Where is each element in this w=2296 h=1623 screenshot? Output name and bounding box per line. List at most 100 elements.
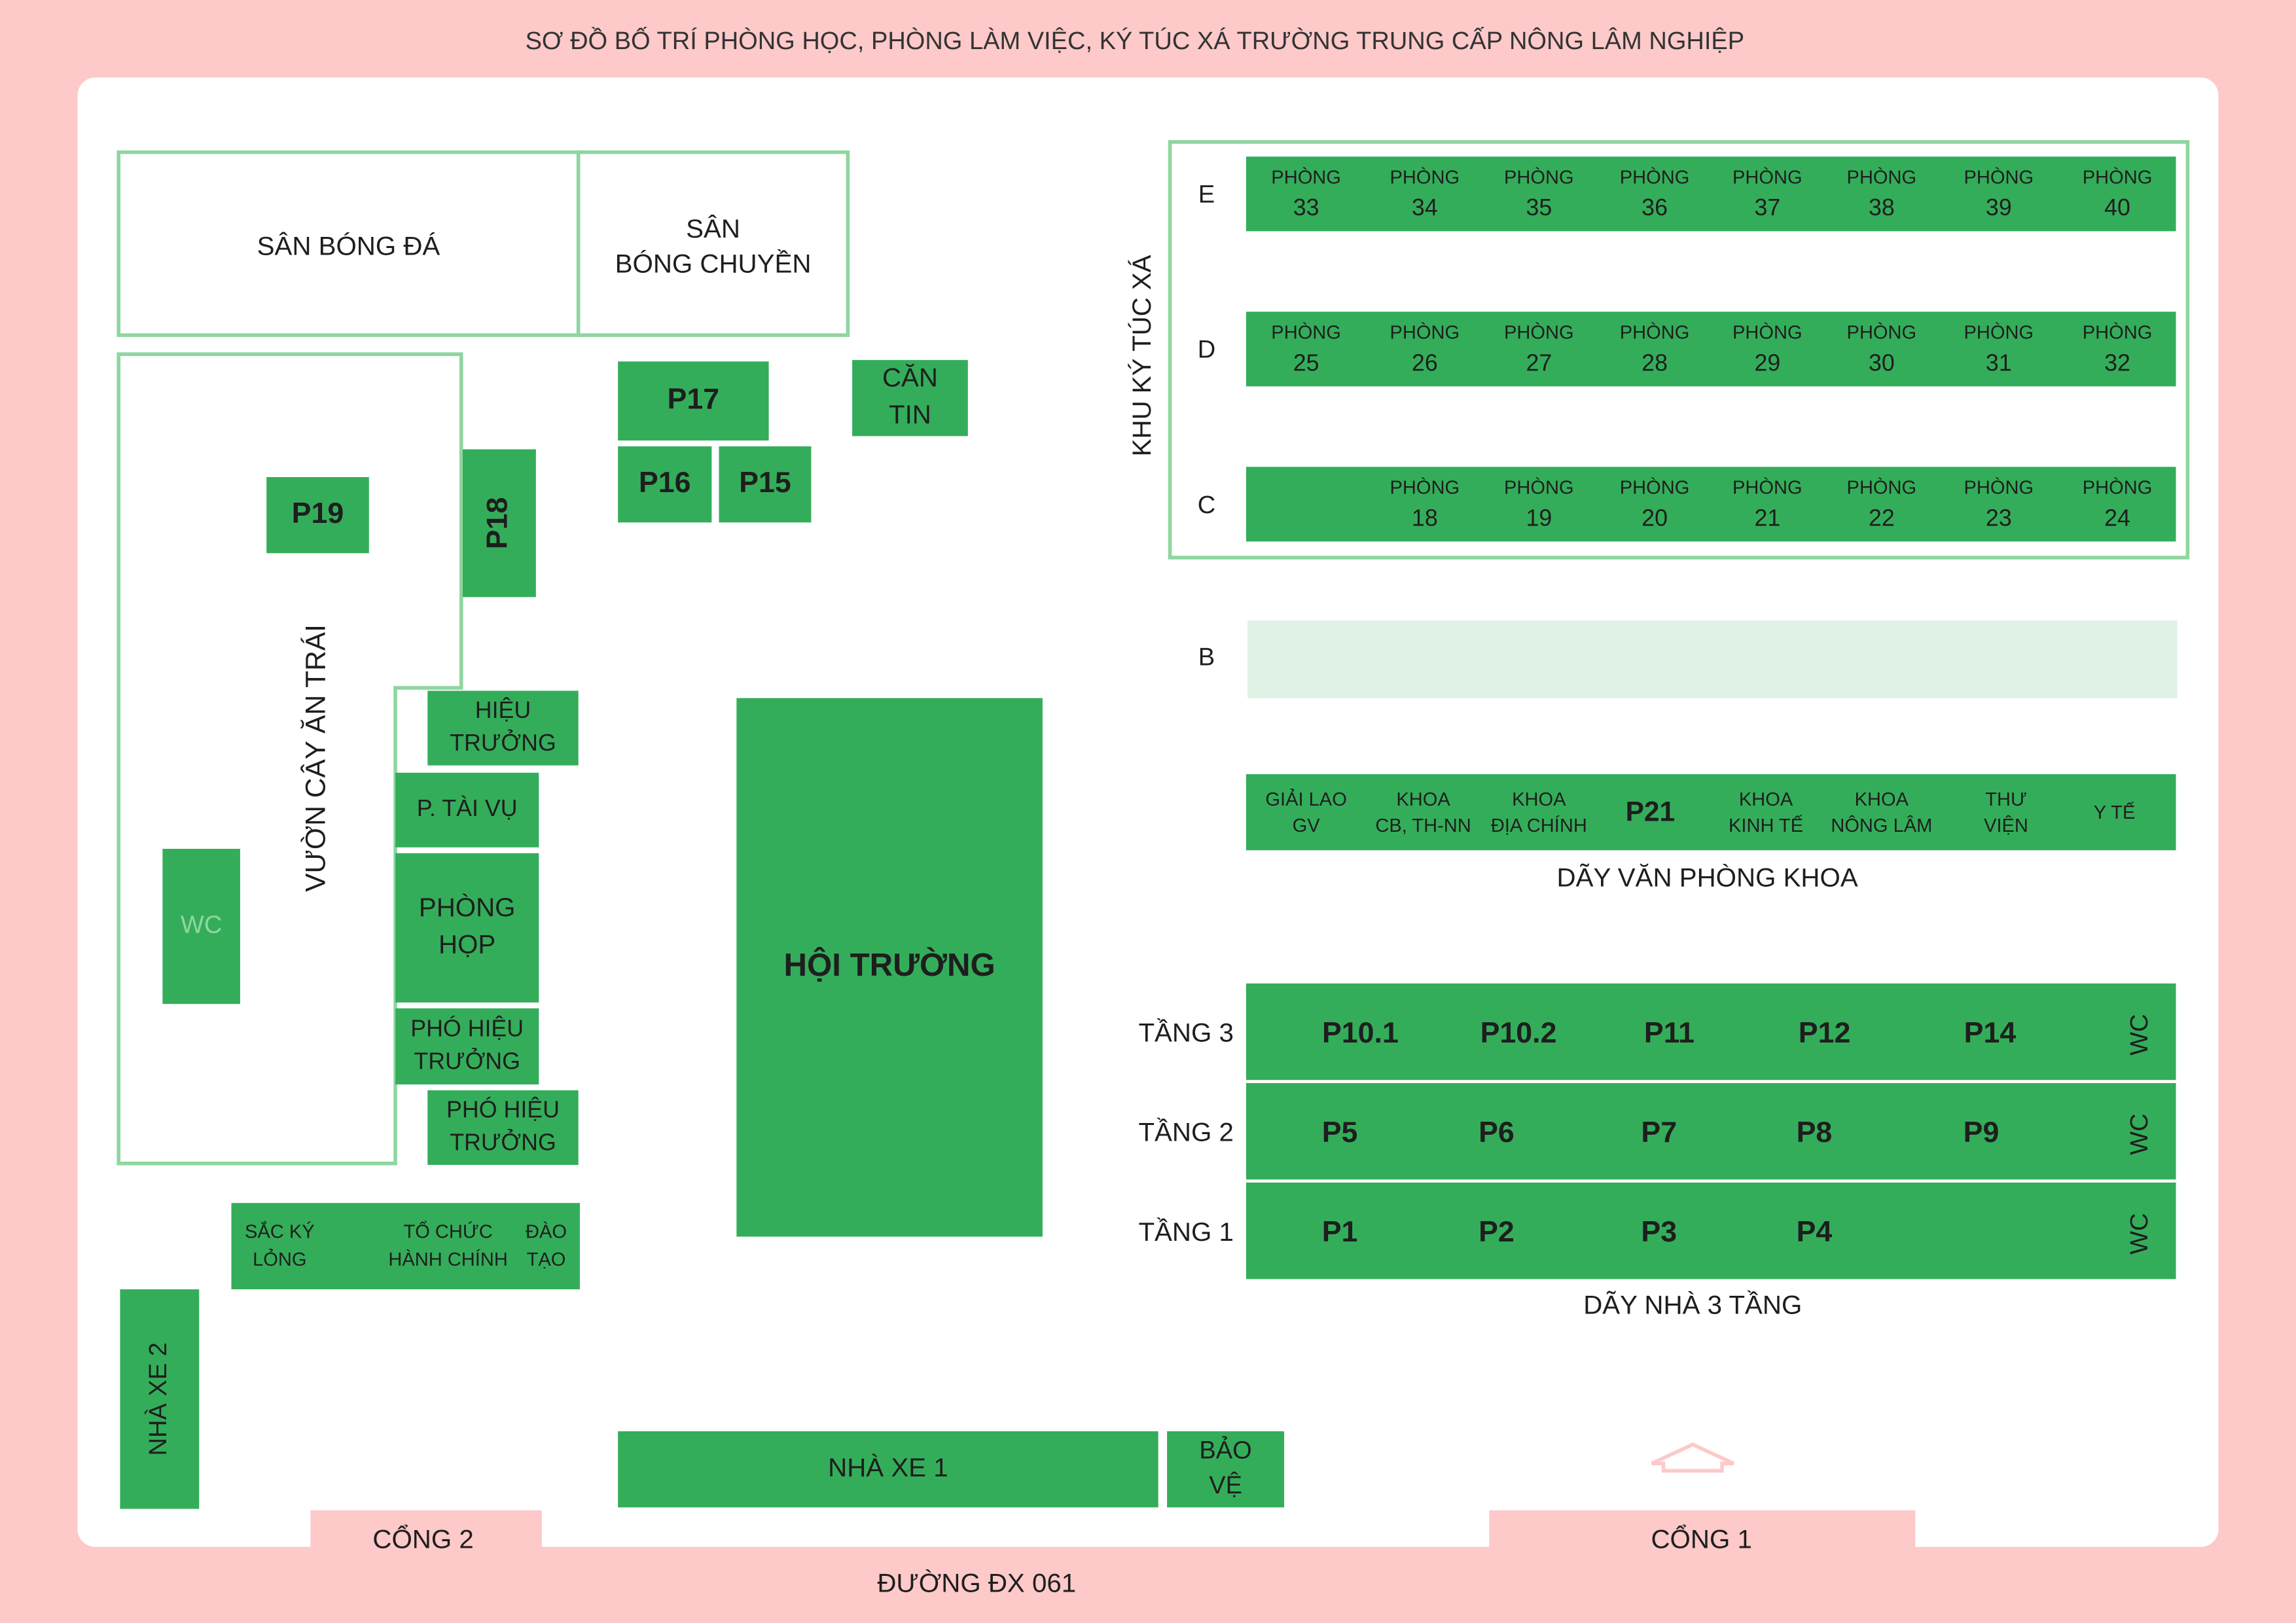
building — [618, 1431, 1158, 1508]
room-label: PHÒNG — [1390, 166, 1460, 188]
row-label: C — [1198, 491, 1215, 519]
wc-label: WC — [2126, 1113, 2153, 1154]
admin-block — [231, 1203, 580, 1290]
gate-label: CỔNG 2 — [372, 1523, 473, 1554]
label: NHÀ XE 1 — [828, 1453, 948, 1482]
row-label: E — [1198, 181, 1215, 209]
room-label: PHÒNG — [1504, 322, 1574, 344]
label: CĂN — [882, 363, 938, 393]
building — [1167, 1431, 1285, 1508]
room-label: PHÒNG — [1504, 477, 1574, 499]
label: WC — [181, 912, 222, 939]
label: P17 — [668, 383, 720, 416]
classroom: P9 — [1964, 1116, 2000, 1149]
label: BÓNG CHUYỀN — [615, 249, 812, 279]
room-label: PHÒNG — [2083, 166, 2153, 188]
room-number: 34 — [1412, 194, 1438, 221]
classroom: P2 — [1479, 1216, 1515, 1248]
map-title: SƠ ĐỒ BỐ TRÍ PHÒNG HỌC, PHÒNG LÀM VIỆC, … — [526, 26, 1745, 55]
label: TỔ CHỨC — [403, 1221, 492, 1243]
building — [736, 698, 1043, 1237]
room-label: PHÒNG — [1847, 322, 1917, 344]
dorm-row — [1246, 312, 2176, 387]
label: KHOA — [1512, 789, 1566, 810]
orchard-label: VƯỜN CÂY ĂN TRÁI — [300, 624, 332, 892]
classroom: P12 — [1799, 1017, 1851, 1049]
building — [618, 361, 769, 441]
faculty-row — [1246, 774, 2176, 851]
classroom: P10.1 — [1322, 1017, 1399, 1049]
label: ĐỊA CHÍNH — [1491, 815, 1587, 836]
building — [395, 853, 539, 1003]
entrance-icon — [1651, 1442, 1735, 1473]
room-number: 21 — [1754, 505, 1780, 531]
label: P19 — [292, 497, 344, 529]
room-number: 31 — [1986, 349, 2012, 376]
room-number: 22 — [1869, 505, 1895, 531]
label: PHÓ HIỆU — [410, 1015, 524, 1041]
room-number: 20 — [1641, 505, 1668, 531]
classroom: P5 — [1322, 1116, 1358, 1149]
label: HỘI TRƯỜNG — [783, 946, 995, 983]
label: PHÒNG — [419, 893, 516, 922]
building — [719, 446, 812, 523]
row-label: D — [1198, 336, 1215, 364]
floor — [1246, 983, 2176, 1080]
building — [618, 446, 712, 523]
room-number: 38 — [1869, 194, 1895, 221]
wc-label: WC — [2126, 1213, 2153, 1254]
room-number: 26 — [1412, 349, 1438, 376]
label: TIN — [889, 400, 931, 429]
label: TRƯỞNG — [450, 1130, 556, 1156]
label: BẢO — [1199, 1436, 1251, 1465]
label: P. TÀI VỤ — [417, 795, 518, 821]
label: ĐÀO — [526, 1221, 567, 1243]
room-label: PHÒNG — [1390, 322, 1460, 344]
room-label: PHÒNG — [2083, 477, 2153, 499]
room-label: PHÒNG — [1847, 166, 1917, 188]
room-number: 37 — [1754, 194, 1780, 221]
label: PHÓ HIỆU — [446, 1096, 560, 1122]
dorm-row — [1246, 467, 2176, 542]
room-number: 32 — [2104, 349, 2130, 376]
label: HÀNH CHÍNH — [388, 1249, 507, 1270]
floor — [1246, 1182, 2176, 1279]
label: TRƯỞNG — [414, 1048, 520, 1074]
room-number: 36 — [1641, 194, 1668, 221]
room-label: PHÒNG — [1964, 166, 2034, 188]
room-label: PHÒNG — [1620, 477, 1690, 499]
row-b — [1247, 620, 2178, 698]
classroom: P8 — [1797, 1116, 1833, 1149]
room-number: 27 — [1526, 349, 1552, 376]
road-label: ĐƯỜNG ĐX 061 — [877, 1569, 1076, 1598]
room-number: 33 — [1293, 194, 1319, 221]
classroom: P6 — [1479, 1116, 1515, 1149]
building — [266, 477, 369, 554]
floor — [1246, 1082, 2176, 1180]
label: NÔNG LÂM — [1831, 814, 1932, 836]
dorm-row — [1246, 156, 2176, 232]
room-number: 40 — [2104, 194, 2130, 221]
label: SÂN — [686, 214, 740, 243]
room-label: PHÒNG — [1620, 322, 1690, 344]
building — [427, 690, 579, 766]
wc-label: WC — [2126, 1014, 2153, 1055]
room-label: PHÒNG — [1620, 166, 1690, 188]
building — [462, 449, 536, 597]
room-label: PHÒNG — [1732, 477, 1803, 499]
classroom: P1 — [1322, 1216, 1358, 1248]
label: HỌP — [439, 930, 495, 959]
room-number: 25 — [1293, 349, 1319, 376]
label: TẠO — [527, 1249, 566, 1270]
room-label: PHÒNG — [1271, 166, 1341, 188]
room-number: 29 — [1754, 349, 1780, 376]
label: SẮC KÝ — [245, 1221, 315, 1243]
row-label: B — [1198, 643, 1215, 671]
building — [395, 1008, 539, 1085]
classroom: P4 — [1797, 1216, 1833, 1248]
label: KHOA — [1739, 789, 1793, 810]
room-number: 24 — [2104, 505, 2130, 531]
room-label: PHÒNG — [2083, 322, 2153, 344]
